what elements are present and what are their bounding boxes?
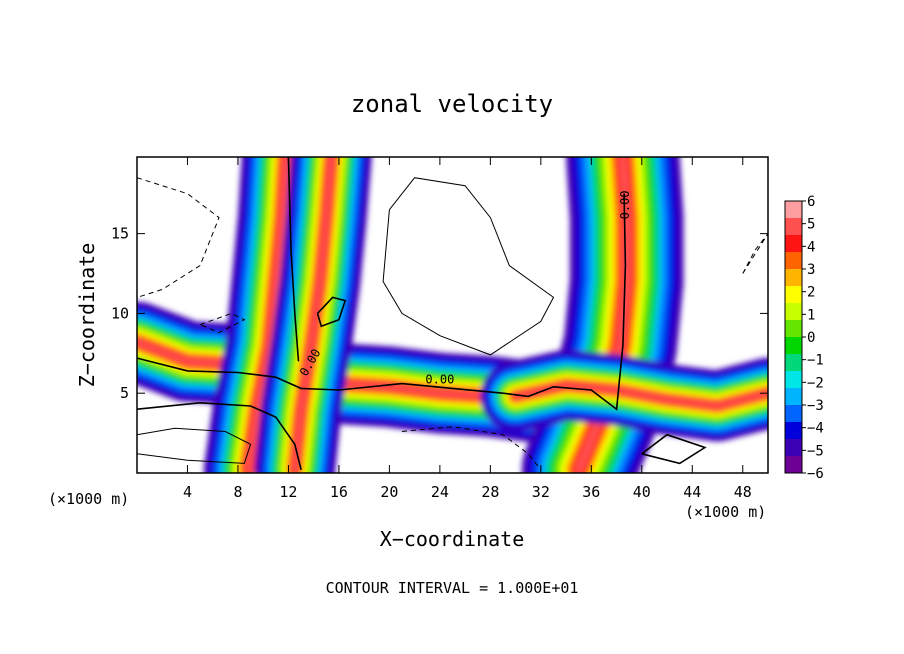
colorbar-label: 5 (807, 217, 815, 233)
contour-line (382, 177, 555, 356)
colorbar-label: −2 (807, 375, 824, 391)
colorbar-label: 2 (807, 285, 815, 301)
colorbar-swatch (785, 286, 802, 304)
colorbar-swatch (785, 269, 802, 287)
x-axis: 4 8 12 16 20 24 28 32 36 40 44 48 (183, 157, 752, 501)
colorbar-label: −5 (807, 443, 824, 459)
colorbar: 6 5 4 3 2 1 0 −1 −2 −3 −4 −5 −6 (784, 194, 824, 482)
contour-line (742, 233, 768, 274)
colorbar-swatch (785, 422, 802, 440)
velocity-band-column-x10 (244, 157, 290, 473)
y-axis: 5 10 15 (111, 225, 768, 402)
colorbar-label: −6 (807, 466, 824, 482)
colorbar-swatch (785, 218, 802, 236)
x-unit-left: (×1000 m) (48, 490, 129, 508)
x-tick-label: 32 (532, 483, 550, 501)
chart-title: zonal velocity (351, 90, 553, 118)
x-tick-label: 4 (183, 483, 192, 501)
y-tick-label: 15 (111, 225, 129, 243)
y-tick-label: 10 (111, 304, 129, 322)
x-tick-label: 28 (481, 483, 499, 501)
y-tick-label: 5 (120, 384, 129, 402)
colorbar-swatch (785, 337, 802, 355)
colorbar-label: 1 (807, 307, 815, 323)
colorbar-swatch (785, 354, 802, 372)
x-tick-label: 12 (279, 483, 297, 501)
x-tick-label: 48 (734, 483, 752, 501)
colorbar-swatch (785, 456, 802, 474)
contour-line (199, 312, 246, 334)
x-tick-label: 8 (233, 483, 242, 501)
x-tick-label: 40 (633, 483, 651, 501)
colorbar-swatch (785, 303, 802, 321)
colorbar-swatch (785, 235, 802, 253)
contour-interval-footer: CONTOUR INTERVAL = 1.000E+01 (326, 579, 579, 597)
colorbar-label: −1 (807, 353, 824, 369)
colorbar-swatch (785, 388, 802, 406)
colorbar-swatch (785, 252, 802, 270)
plot-area: 0.000.000.00 (137, 157, 768, 473)
colorbar-label: 3 (807, 262, 815, 278)
colorbar-label: −3 (807, 398, 824, 414)
colorbar-swatch (785, 405, 802, 423)
colorbar-label: −4 (807, 421, 824, 437)
x-tick-label: 36 (582, 483, 600, 501)
contour-line (401, 426, 542, 471)
colorbar-label: 6 (807, 194, 815, 210)
contour-line (137, 401, 302, 470)
colorbar-swatch (785, 371, 802, 389)
contour-label: 0.00 (425, 373, 454, 387)
contour-line (137, 427, 252, 464)
x-tick-label: 16 (330, 483, 348, 501)
colorbar-swatch (785, 320, 802, 338)
x-tick-label: 20 (380, 483, 398, 501)
y-axis-label: Z−coordinate (75, 243, 99, 388)
colorbar-swatch (785, 201, 802, 219)
x-axis-label: X−coordinate (380, 527, 525, 551)
colorbar-swatch (785, 439, 802, 457)
velocity-band-column-x15 (291, 157, 335, 473)
contour-line (137, 193, 627, 411)
x-tick-label: 24 (431, 483, 449, 501)
x-unit-right: (×1000 m) (685, 503, 766, 521)
contour-line (316, 296, 347, 328)
plot-frame (136, 156, 769, 474)
contour-line (137, 177, 220, 298)
colorbar-label: 0 (807, 330, 815, 346)
contour-line (641, 433, 707, 465)
contour-label: 0.00 (618, 190, 632, 219)
contour-line (287, 157, 300, 362)
x-tick-label: 44 (683, 483, 701, 501)
colorbar-label: 4 (807, 239, 815, 255)
contour-lines: 0.000.000.00 (137, 157, 768, 471)
